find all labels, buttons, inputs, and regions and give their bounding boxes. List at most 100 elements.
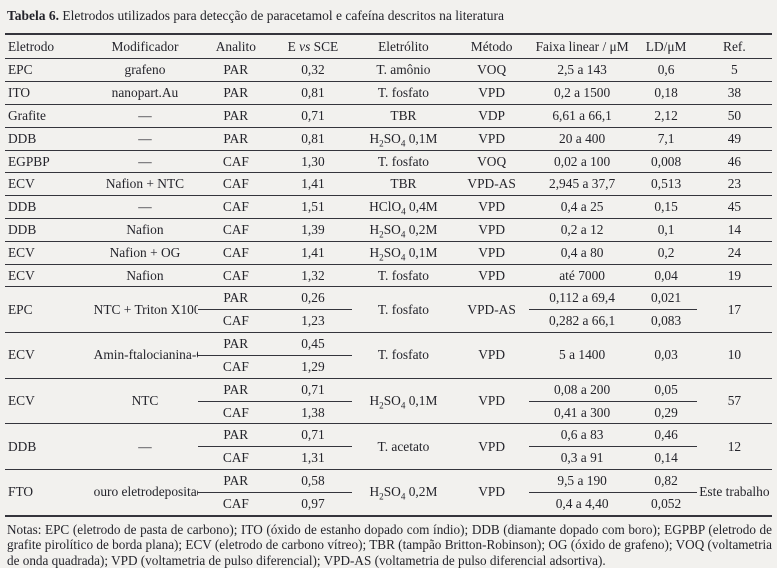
table-subrow: CAF 1,31 0,3 a 91 0,14 [5, 447, 772, 470]
table-row: ECV NTC PAR 0,71 H2SO4 0,1M VPD 0,08 a 200 0,05… [5, 377, 772, 424]
cell-modificador: nanopart.Au [91, 81, 199, 105]
cell-analito: CAF [198, 149, 274, 173]
cell-faixa: 5 a 1400 [528, 332, 636, 379]
col-header-ld: LD/μM [635, 33, 697, 60]
cell-faixa: 0,3 a 91 [560, 450, 604, 466]
cell-eletrolito: H2SO4 0,2M [352, 218, 455, 242]
cell-analito: CAF [198, 240, 274, 265]
cell-ld: 0,6 [635, 58, 697, 82]
cell-metodo: VPD-AS [454, 172, 529, 196]
cell-faixa: 0,6 a 83 [528, 423, 636, 448]
cell-potencial: 0,71 [273, 423, 353, 448]
cell-ref: 23 [696, 172, 772, 196]
cell-faixa: até 7000 [528, 263, 636, 287]
cell-ref: 12 [696, 423, 772, 470]
cell-modificador: Nafion [91, 218, 199, 242]
cell-eletrodo: ECV [5, 377, 92, 424]
col-header-faixa-linear: Faixa linear / μM [528, 33, 636, 60]
cell-ld: 0,05 [635, 377, 697, 402]
cell-eletrodo: DDB [5, 126, 92, 151]
header-row: Eletrodo Modificador Analito E vs SCE Eletró… [5, 33, 772, 60]
cell-potencial: 1,30 [273, 149, 353, 173]
cell-eletrolito: H2SO4 0,1M [352, 240, 455, 265]
cell-faixa: 0,4 a 80 [528, 240, 636, 265]
table-subrow: CAF 0,97 0,4 a 4,40 0,052 [5, 492, 772, 515]
table-row: Grafite — PAR 0,71 TBR VDP 6,61 a 66,1 2,12 50 [5, 103, 772, 128]
cell-analito: PAR [198, 126, 274, 151]
cell-faixa: 0,282 a 66,1 [549, 313, 616, 329]
cell-potencial: 1,51 [273, 195, 353, 219]
cell-eletrolito: H2SO4 0,2M [352, 468, 455, 516]
cell-eletrodo: DDB [5, 423, 92, 470]
cell-ref: 49 [696, 126, 772, 151]
cell-potencial: 0,32 [273, 58, 353, 82]
cell-ref: 57 [696, 377, 772, 424]
cell-ld: 0,513 [635, 172, 697, 196]
table-notes: Notas: EPC (eletrodo de pasta de carbono… [7, 521, 772, 568]
cell-metodo: VDP [454, 103, 529, 128]
cell-modificador: — [91, 103, 199, 128]
cell-analito: CAF [198, 263, 274, 287]
col-header-modificador: Modificador [91, 33, 199, 60]
cell-ld: 0,46 [635, 423, 697, 448]
cell-ld: 0,14 [654, 450, 678, 466]
cell-potencial: 1,23 [301, 313, 325, 329]
col-header-e-vs-sce: E vs SCE [273, 33, 353, 60]
cell-potencial: 0,97 [301, 495, 325, 511]
cell-potencial: 0,71 [273, 103, 353, 128]
cell-analito: CAF [222, 313, 249, 329]
cell-ld: 2,12 [635, 103, 697, 128]
cell-faixa: 9,5 a 190 [528, 468, 636, 493]
col-header-eletrodo: Eletrodo [5, 33, 92, 60]
cell-faixa: 0,08 a 200 [528, 377, 636, 402]
col-header-analito: Analito [198, 33, 274, 60]
table-subrow: CAF 1,23 0,282 a 66,1 0,083 [5, 310, 772, 333]
cell-metodo: VOQ [454, 58, 529, 82]
cell-eletrolito: T. fosfato [352, 263, 455, 287]
table-row: ITO nanopart.Au PAR 0,81 T. fosfato VPD 0,2 a … [5, 81, 772, 105]
literature-table: Eletrodo Modificador Analito E vs SCE Eletró… [5, 32, 772, 517]
cell-modificador: Nafion + OG [91, 240, 199, 265]
cell-eletrolito: T. fosfato [352, 81, 455, 105]
cell-metodo: VPD [454, 81, 529, 105]
table-header: Eletrodo Modificador Analito E vs SCE Eletró… [5, 33, 772, 60]
cell-eletrolito: T. amônio [352, 58, 455, 82]
table-row: EGPBP — CAF 1,30 T. fosfato VOQ 0,02 a 100 0,00… [5, 149, 772, 173]
cell-faixa: 0,4 a 25 [528, 195, 636, 219]
cell-ld: 0,03 [635, 332, 697, 379]
cell-metodo: VPD [454, 468, 529, 516]
cell-metodo: VOQ [454, 149, 529, 173]
table-caption-label: Tabela 6. [7, 8, 60, 23]
cell-eletrolito: T. fosfato [352, 332, 455, 379]
cell-potencial: 0,81 [273, 81, 353, 105]
cell-eletrodo: ECV [5, 240, 92, 265]
cell-potencial: 0,26 [273, 286, 353, 311]
cell-metodo: VPD [454, 240, 529, 265]
cell-ld: 0,083 [651, 313, 682, 329]
cell-eletrolito: H2SO4 0,1M [352, 126, 455, 151]
table-caption-text: Eletrodos utilizados para detecção de pa… [62, 8, 504, 23]
cell-analito: CAF [222, 450, 249, 466]
cell-eletrodo: ECV [5, 332, 92, 379]
cell-eletrodo: ITO [5, 81, 92, 105]
cell-eletrodo: EPC [5, 58, 92, 82]
cell-analito: CAF [198, 218, 274, 242]
cell-faixa: 0,2 a 12 [528, 218, 636, 242]
cell-faixa: 6,61 a 66,1 [528, 103, 636, 128]
cell-ld: 7,1 [635, 126, 697, 151]
cell-eletrolito: T. acetato [352, 423, 455, 470]
cell-modificador: — [91, 149, 199, 173]
table-row: DDB — PAR 0,71 T. acetato VPD 0,6 a 83 0,46 12 [5, 423, 772, 470]
table-row: DDB — CAF 1,51 HClO4 0,4M VPD 0,4 a 25 0,15 45 [5, 195, 772, 219]
cell-ref: 19 [696, 263, 772, 287]
cell-eletrodo: DDB [5, 218, 92, 242]
cell-metodo: VPD [454, 126, 529, 151]
cell-potencial: 0,45 [273, 332, 353, 356]
cell-metodo: VPD [454, 332, 529, 379]
cell-modificador: NTC + Triton X100 [91, 286, 199, 333]
cell-faixa: 0,112 a 69,4 [528, 286, 636, 311]
cell-potencial: 1,39 [273, 218, 353, 242]
cell-eletrolito: HClO4 0,4M [352, 195, 455, 219]
